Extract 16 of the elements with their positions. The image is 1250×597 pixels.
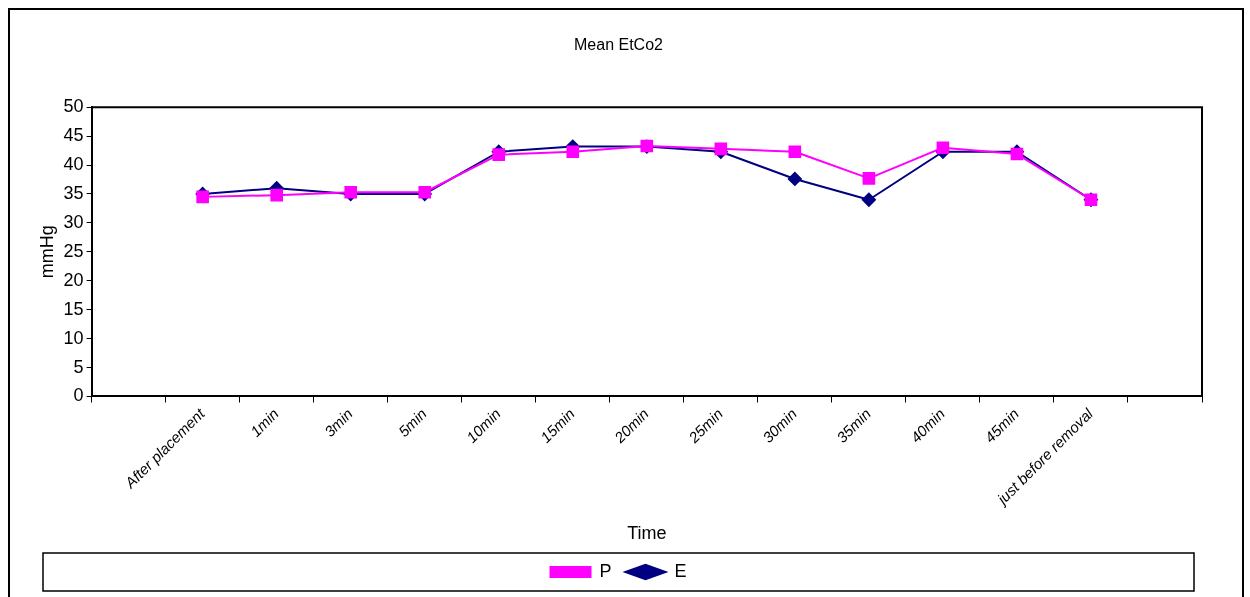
chart-title: Mean EtCo2 bbox=[574, 36, 664, 54]
y-tick-label: 5 bbox=[73, 356, 84, 377]
y-axis-title: mmHg bbox=[36, 225, 57, 279]
y-tick-label: 40 bbox=[63, 154, 84, 175]
y-tick-label: 30 bbox=[63, 211, 84, 232]
y-tick-label: 20 bbox=[63, 269, 84, 290]
legend-label: P bbox=[599, 560, 612, 581]
y-tick-label: 45 bbox=[63, 125, 84, 146]
y-tick-label: 50 bbox=[63, 96, 84, 117]
legend-label: E bbox=[674, 560, 687, 581]
x-axis-title: Time bbox=[627, 523, 667, 544]
y-tick-label: 15 bbox=[63, 298, 84, 319]
y-tick-label: 25 bbox=[63, 240, 84, 261]
y-tick-label: 0 bbox=[73, 385, 84, 406]
y-tick-label: 35 bbox=[63, 182, 84, 203]
y-tick-label: 10 bbox=[63, 327, 84, 348]
